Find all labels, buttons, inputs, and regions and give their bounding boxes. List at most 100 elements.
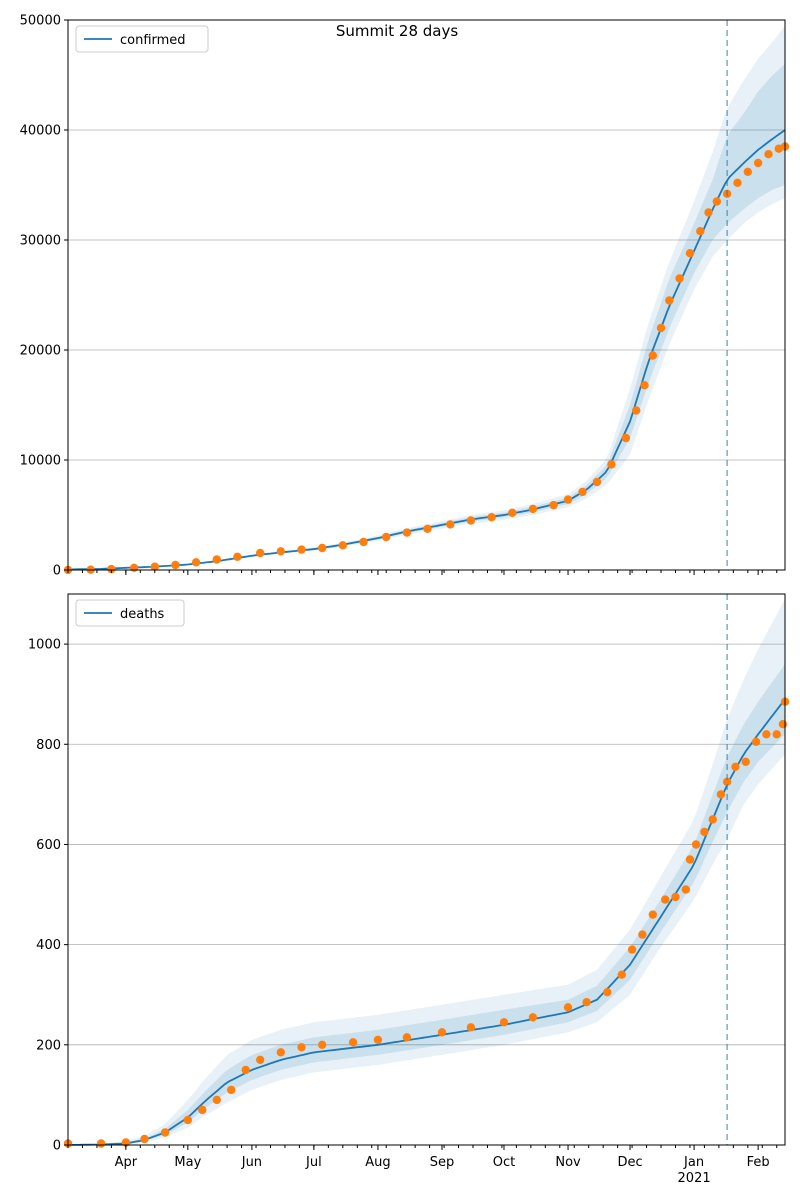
- legend: confirmed: [75, 25, 209, 53]
- x-tick-label: Nov: [555, 1155, 581, 1170]
- observed-point: [778, 720, 788, 729]
- x-tick-label: Dec: [617, 1155, 642, 1170]
- legend-label: deaths: [120, 607, 165, 622]
- observed-point: [772, 730, 781, 739]
- observed-point: [712, 197, 721, 206]
- observed-point: [423, 524, 432, 533]
- observed-point: [696, 227, 705, 236]
- y-tick-label: 30000: [20, 234, 61, 249]
- observed-point: [466, 516, 476, 525]
- observed-point: [191, 558, 201, 567]
- observed-point: [446, 520, 455, 529]
- observed-point: [318, 1040, 327, 1050]
- x-tick-label: Jun: [241, 1155, 262, 1170]
- y-tick-label: 600: [36, 838, 61, 853]
- y-tick-label: 800: [36, 738, 61, 753]
- observed-point: [661, 895, 670, 904]
- observed-point: [762, 730, 771, 739]
- observed-point: [382, 532, 391, 542]
- observed-point: [276, 547, 285, 556]
- observed-point: [700, 827, 709, 837]
- observed-point: [632, 406, 641, 415]
- uncertainty-band: [68, 599, 785, 1145]
- observed-point: [704, 208, 713, 217]
- observed-point: [722, 777, 732, 786]
- observed-point: [318, 543, 327, 553]
- observed-point: [549, 500, 558, 510]
- observed-point: [198, 1105, 207, 1115]
- legend: deaths: [75, 599, 185, 627]
- observed-point: [607, 460, 616, 469]
- y-tick-label: 20000: [20, 344, 61, 359]
- observed-point: [233, 552, 242, 561]
- observed-point: [691, 840, 701, 849]
- x-tick-label: May: [174, 1155, 201, 1170]
- observed-point: [685, 855, 695, 864]
- legend-label: confirmed: [120, 33, 186, 48]
- observed-point: [528, 1013, 538, 1022]
- observed-point: [359, 537, 368, 547]
- observed-point: [638, 930, 647, 939]
- x-tick-label: Apr: [115, 1155, 138, 1170]
- observed-point: [592, 477, 602, 487]
- observed-point: [685, 249, 695, 258]
- y-tick-label: 400: [36, 938, 61, 953]
- plot-frame: [67, 593, 786, 1146]
- x-tick-sublabel: 2021: [678, 1171, 711, 1186]
- observed-point: [753, 158, 763, 168]
- observed-point: [241, 1065, 250, 1075]
- chart-panels: 0 10000 20000 30000 40000 50000 confirmed 0 200 4…: [20, 14, 790, 1186]
- observed-point: [160, 1128, 170, 1137]
- observed-point: [338, 541, 347, 550]
- observed-point: [640, 381, 649, 390]
- y-tick-label: 0: [53, 1139, 61, 1154]
- x-tick-label: Jan: [683, 1155, 704, 1170]
- observed-point: [675, 274, 684, 283]
- observed-point: [681, 885, 690, 894]
- x-tick-label: Aug: [365, 1155, 390, 1170]
- observed-point: [402, 528, 412, 537]
- observed-point: [528, 504, 538, 514]
- observed-point: [171, 560, 180, 570]
- x-tick-label: Oct: [493, 1155, 515, 1170]
- chart-panel-confirmed: 0 10000 20000 30000 40000 50000 confirmed: [20, 14, 790, 579]
- observed-point: [751, 737, 761, 746]
- observed-point: [733, 178, 742, 187]
- observed-point: [716, 790, 726, 799]
- observed-point: [764, 150, 773, 159]
- y-tick-label: 1000: [28, 638, 61, 653]
- observed-point: [227, 1085, 236, 1095]
- observed-point: [297, 545, 306, 554]
- observed-point: [437, 1028, 447, 1037]
- observed-point: [578, 487, 587, 497]
- observed-point: [731, 762, 740, 771]
- y-tick-label: 0: [53, 564, 61, 579]
- x-tick-label: Sep: [430, 1155, 455, 1170]
- legend-box: [75, 599, 185, 627]
- observed-point: [648, 351, 657, 360]
- observed-point: [708, 815, 717, 824]
- observed-point: [627, 945, 637, 954]
- y-tick-label: 50000: [20, 14, 61, 29]
- chart-suptitle: Summit 28 days: [336, 22, 459, 40]
- observed-point: [297, 1043, 306, 1052]
- observed-point: [348, 1038, 358, 1047]
- observed-point: [96, 1139, 106, 1148]
- observed-point: [671, 892, 680, 902]
- observed-point: [665, 296, 674, 305]
- observed-point: [656, 323, 666, 333]
- observed-point: [603, 988, 612, 997]
- plot-frame: [67, 19, 786, 571]
- observed-point: [256, 1055, 265, 1065]
- observed-point: [373, 1035, 383, 1045]
- observed-point: [563, 1003, 573, 1012]
- observed-point: [183, 1115, 192, 1125]
- observed-point: [563, 495, 573, 504]
- observed-point: [466, 1023, 476, 1032]
- y-tick-label: 200: [36, 1038, 61, 1053]
- observed-point: [256, 548, 265, 558]
- observed-point: [499, 1018, 509, 1027]
- y-tick-label: 40000: [20, 124, 61, 139]
- observed-point: [212, 555, 221, 564]
